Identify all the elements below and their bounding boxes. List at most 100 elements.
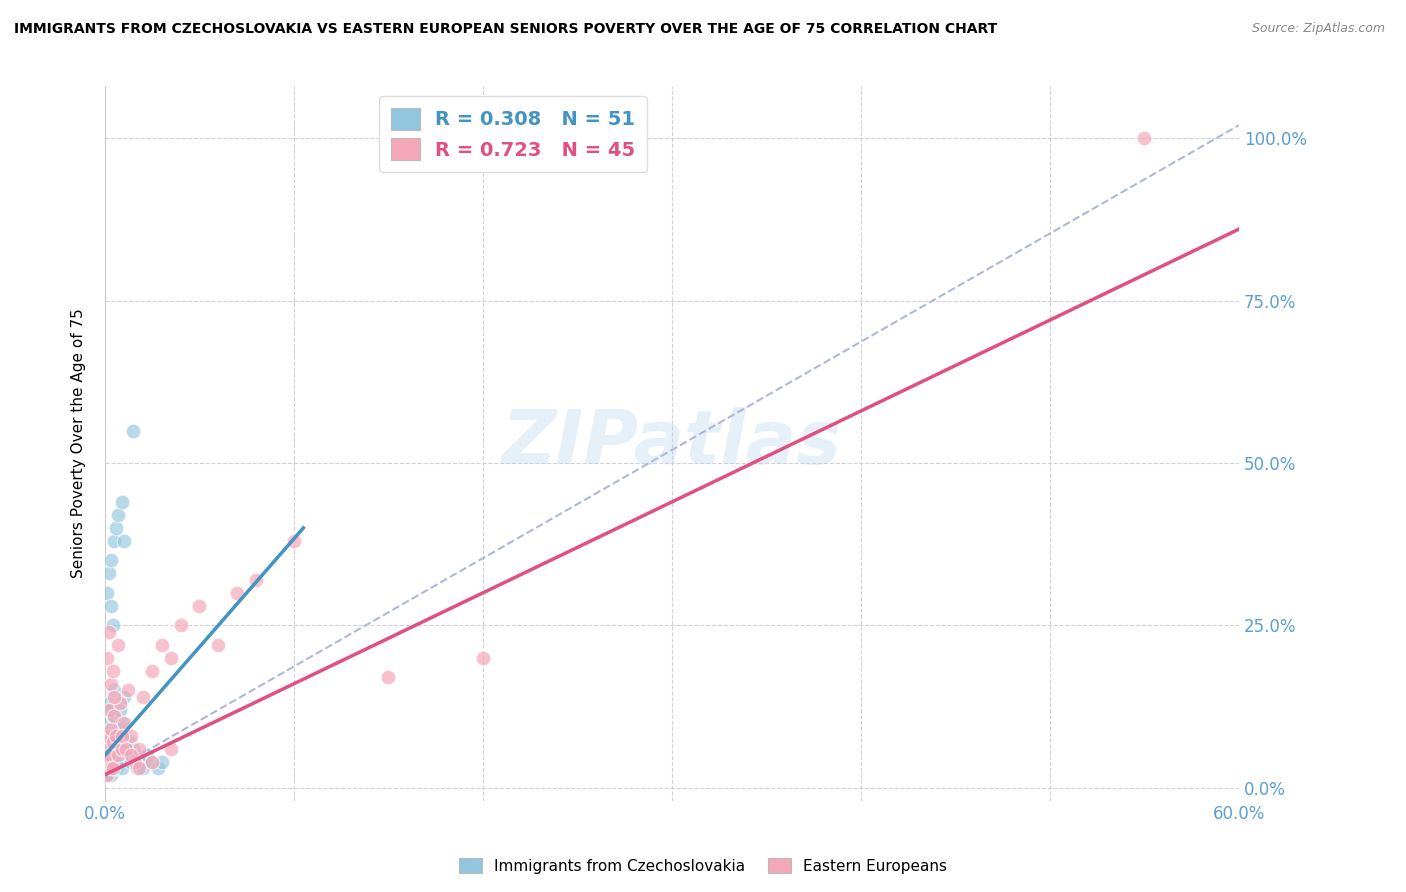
Point <box>122 741 145 756</box>
Point <box>169 618 191 632</box>
Point <box>122 424 145 438</box>
Point <box>112 729 135 743</box>
Point <box>108 696 131 710</box>
Point <box>146 761 169 775</box>
Point <box>107 508 129 522</box>
Point <box>105 735 128 749</box>
Point <box>127 761 149 775</box>
Point <box>135 748 157 763</box>
Point <box>101 735 124 749</box>
Point <box>245 573 267 587</box>
Point <box>188 599 211 613</box>
Point <box>103 683 125 698</box>
Point <box>107 748 129 763</box>
Point <box>96 650 118 665</box>
Point <box>117 683 139 698</box>
Point <box>117 748 139 763</box>
Point <box>105 521 128 535</box>
Point <box>96 767 118 781</box>
Point <box>96 735 118 749</box>
Point <box>107 722 129 736</box>
Point <box>1133 131 1156 145</box>
Point <box>103 748 125 763</box>
Point <box>103 729 125 743</box>
Point <box>471 650 494 665</box>
Point <box>100 741 122 756</box>
Text: Source: ZipAtlas.com: Source: ZipAtlas.com <box>1251 22 1385 36</box>
Text: ZIPatlas: ZIPatlas <box>502 407 842 480</box>
Point <box>100 703 122 717</box>
Text: IMMIGRANTS FROM CZECHOSLOVAKIA VS EASTERN EUROPEAN SENIORS POVERTY OVER THE AGE : IMMIGRANTS FROM CZECHOSLOVAKIA VS EASTER… <box>14 22 997 37</box>
Point <box>150 755 173 769</box>
Point <box>97 624 120 639</box>
Point <box>96 715 118 730</box>
Point <box>97 741 120 756</box>
Point <box>111 715 134 730</box>
Point <box>114 741 136 756</box>
Point <box>160 741 183 756</box>
Point <box>128 755 150 769</box>
Point <box>160 650 183 665</box>
Point <box>100 553 122 567</box>
Point <box>132 690 155 704</box>
Point <box>96 586 118 600</box>
Point <box>108 741 131 756</box>
Point <box>105 761 128 775</box>
Point <box>111 741 134 756</box>
Point <box>111 495 134 509</box>
Point <box>108 703 131 717</box>
Point <box>120 729 142 743</box>
Point <box>97 729 120 743</box>
Point <box>100 677 122 691</box>
Point <box>141 755 163 769</box>
Point <box>111 729 134 743</box>
Point <box>105 729 128 743</box>
Point <box>112 533 135 548</box>
Point <box>124 755 146 769</box>
Point <box>96 767 118 781</box>
Point <box>377 670 399 684</box>
Point <box>101 761 124 775</box>
Point <box>101 735 124 749</box>
Point <box>128 741 150 756</box>
Point <box>101 664 124 678</box>
Point <box>283 533 305 548</box>
Point <box>112 715 135 730</box>
Point <box>103 690 125 704</box>
Point <box>97 729 120 743</box>
Point <box>107 638 129 652</box>
Y-axis label: Seniors Poverty Over the Age of 75: Seniors Poverty Over the Age of 75 <box>72 309 86 578</box>
Point <box>124 748 146 763</box>
Point <box>118 735 141 749</box>
Point <box>100 722 122 736</box>
Point <box>141 755 163 769</box>
Legend: Immigrants from Czechoslovakia, Eastern Europeans: Immigrants from Czechoslovakia, Eastern … <box>453 852 953 880</box>
Point <box>97 566 120 581</box>
Point <box>97 748 120 763</box>
Point <box>101 709 124 723</box>
Point <box>94 755 117 769</box>
Point <box>96 741 118 756</box>
Point <box>97 696 120 710</box>
Point <box>112 690 135 704</box>
Point <box>101 618 124 632</box>
Point <box>114 741 136 756</box>
Point <box>120 755 142 769</box>
Point <box>100 767 122 781</box>
Point <box>150 638 173 652</box>
Point <box>132 761 155 775</box>
Point <box>98 755 121 769</box>
Point <box>120 748 142 763</box>
Legend: R = 0.308   N = 51, R = 0.723   N = 45: R = 0.308 N = 51, R = 0.723 N = 45 <box>380 96 647 172</box>
Point <box>97 703 120 717</box>
Point <box>226 586 249 600</box>
Point <box>103 709 125 723</box>
Point <box>100 761 122 775</box>
Point <box>141 664 163 678</box>
Point <box>111 761 134 775</box>
Point <box>101 761 124 775</box>
Point <box>94 748 117 763</box>
Point <box>207 638 229 652</box>
Point <box>100 599 122 613</box>
Point <box>128 761 150 775</box>
